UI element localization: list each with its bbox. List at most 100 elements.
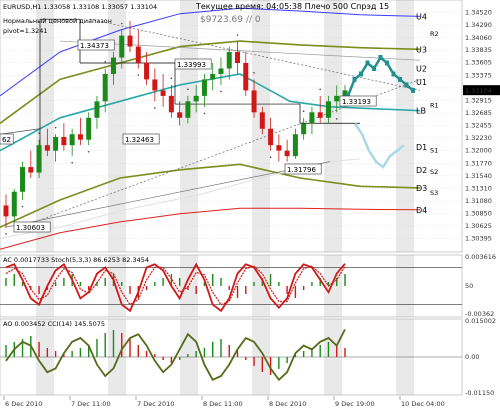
- x-tick-label: 8 Dec 2010: [269, 400, 306, 408]
- session-band: [324, 0, 342, 252]
- sar-dot: [104, 61, 107, 63]
- price-panel: 1.34520 1.34290 1.34060 1.33835 1.33605 1.333…: [0, 0, 500, 253]
- x-tick-label: 10 Dec 04:00: [401, 400, 445, 408]
- y-tick-label: 1.31770: [465, 159, 492, 167]
- candle-body: [218, 68, 224, 74]
- y-tick-label: 1.34060: [465, 34, 492, 42]
- pivot-level-label: U4: [416, 12, 427, 21]
- x-tick-label: 8 Dec 11:00: [203, 400, 243, 408]
- candle-body: [309, 112, 315, 124]
- candle-body: [210, 73, 216, 80]
- ac-y-tick: -0.00362: [465, 310, 494, 318]
- x-tick-label: 9 Dec 19:00: [335, 400, 375, 408]
- candle-body: [3, 205, 9, 217]
- y-tick-label: 1.30850: [465, 210, 492, 218]
- cci-line: [5, 328, 346, 382]
- ao-y-tick: 0.00: [465, 353, 479, 361]
- candle-body: [185, 101, 191, 118]
- ao-y-tick: -0.01150: [465, 389, 494, 397]
- pivot-line: pivot=1.3241: [3, 27, 48, 35]
- x-axis-bg: [0, 396, 462, 413]
- candle-body: [301, 123, 307, 135]
- sar-dot: [335, 118, 338, 120]
- y-tick-label: 1.32685: [465, 109, 492, 117]
- sar-dot: [21, 205, 24, 208]
- sar-dot: [187, 88, 189, 91]
- sar-dot: [54, 126, 57, 129]
- sar-dot: [38, 132, 40, 134]
- price-label: 1.33193: [342, 98, 371, 106]
- price-label: 1.30603: [16, 224, 45, 232]
- candle-body: [152, 79, 158, 91]
- candle-body: [251, 90, 257, 113]
- y-tick-label: 1.34290: [465, 21, 492, 29]
- projection-mark: [404, 82, 409, 88]
- x-tick-label: 7 Dec 11:00: [71, 400, 111, 408]
- y-tick-label: 1.32000: [465, 147, 492, 155]
- sar-dot: [5, 233, 7, 235]
- projection-mark: [352, 76, 357, 82]
- indicator-name: Нормальный ценовой диапазон: [3, 17, 112, 25]
- sar-dot: [71, 161, 73, 164]
- sar-dot: [137, 74, 140, 76]
- price-label-box: [284, 163, 322, 175]
- projection-mark: [398, 76, 402, 82]
- candle-body: [86, 117, 92, 140]
- lower-red-band: [0, 207, 421, 250]
- y-tick-label: 1.33605: [465, 59, 492, 67]
- candle-body: [268, 128, 274, 146]
- upper-olive-band: [0, 40, 421, 124]
- candle-body: [235, 52, 241, 63]
- candle-body: [61, 136, 67, 146]
- candle-body: [259, 112, 265, 129]
- pivot-level-label: U2: [416, 64, 427, 73]
- candle-body: [28, 167, 34, 173]
- pivot-level-label: D3: [416, 184, 427, 193]
- y-tick-label: 1.32230: [465, 134, 492, 142]
- price-label: 1.32463: [125, 136, 154, 144]
- projection-mark: [411, 87, 415, 93]
- status-line: Текущее время: 04:05:38 Плечо 500 Спрэд …: [195, 2, 389, 11]
- pivot-level-label: U1: [416, 78, 427, 87]
- y-tick-label: 1.32915: [465, 97, 492, 105]
- sar-dot: [319, 88, 321, 91]
- candle-body: [292, 134, 298, 157]
- pivot-level-label: D4: [416, 206, 427, 215]
- price-label: 62: [2, 136, 11, 144]
- sar-dot: [220, 90, 222, 93]
- price-label-box: [122, 133, 160, 145]
- small-level-label: R1: [430, 102, 439, 110]
- ac-frame: [0, 254, 463, 318]
- projection-mark: [372, 65, 376, 71]
- candle-body: [127, 35, 133, 47]
- y-tick-label: 1.33375: [465, 71, 492, 79]
- light-band: [0, 158, 361, 239]
- sar-dot: [236, 34, 239, 36]
- candle-body: [119, 35, 125, 58]
- price-label: 1.34373: [80, 42, 109, 50]
- candle-body: [77, 134, 83, 140]
- price-label-box: [339, 95, 377, 107]
- small-level-label: S3: [430, 189, 438, 197]
- session-band: [324, 255, 342, 317]
- sar-dot: [120, 22, 123, 25]
- candle-body: [94, 101, 100, 118]
- small-level-label: S1: [430, 147, 438, 155]
- candle-body: [144, 63, 150, 80]
- candle-body: [317, 112, 323, 118]
- trendline-lower: [4, 161, 331, 228]
- mid-teal-band: [0, 73, 421, 152]
- candle-body: [135, 46, 141, 63]
- time-axis: 6 Dec 2010 7 Dec 11:00 7 Dec 2010 8 Dec 11:…: [0, 396, 462, 413]
- price-label-box: [174, 58, 212, 70]
- ac-y-tick: 0.003616: [465, 253, 496, 261]
- candle-body: [177, 112, 183, 118]
- current-price-tag: [463, 85, 500, 96]
- projection-mark: [385, 60, 389, 66]
- ac-y-tick: 50: [465, 282, 473, 290]
- session-band: [108, 255, 126, 317]
- current-price-text: 1.33104: [465, 87, 492, 95]
- projection-mark: [378, 55, 383, 61]
- y-tick-label: 1.31540: [465, 172, 492, 180]
